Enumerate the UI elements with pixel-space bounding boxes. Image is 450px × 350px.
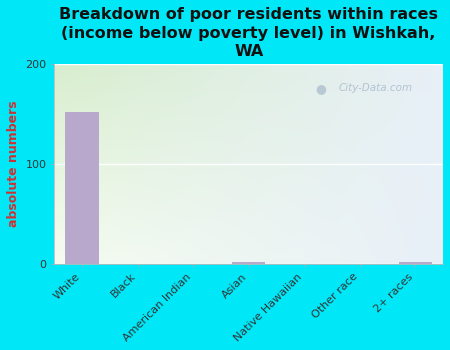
Bar bbox=[399, 262, 432, 264]
Y-axis label: absolute numbers: absolute numbers bbox=[7, 101, 20, 228]
Text: City-Data.com: City-Data.com bbox=[338, 83, 412, 93]
Title: Breakdown of poor residents within races
(income below poverty level) in Wishkah: Breakdown of poor residents within races… bbox=[59, 7, 438, 59]
Text: ●: ● bbox=[315, 82, 326, 95]
Bar bbox=[232, 262, 266, 264]
Bar bbox=[65, 112, 99, 264]
